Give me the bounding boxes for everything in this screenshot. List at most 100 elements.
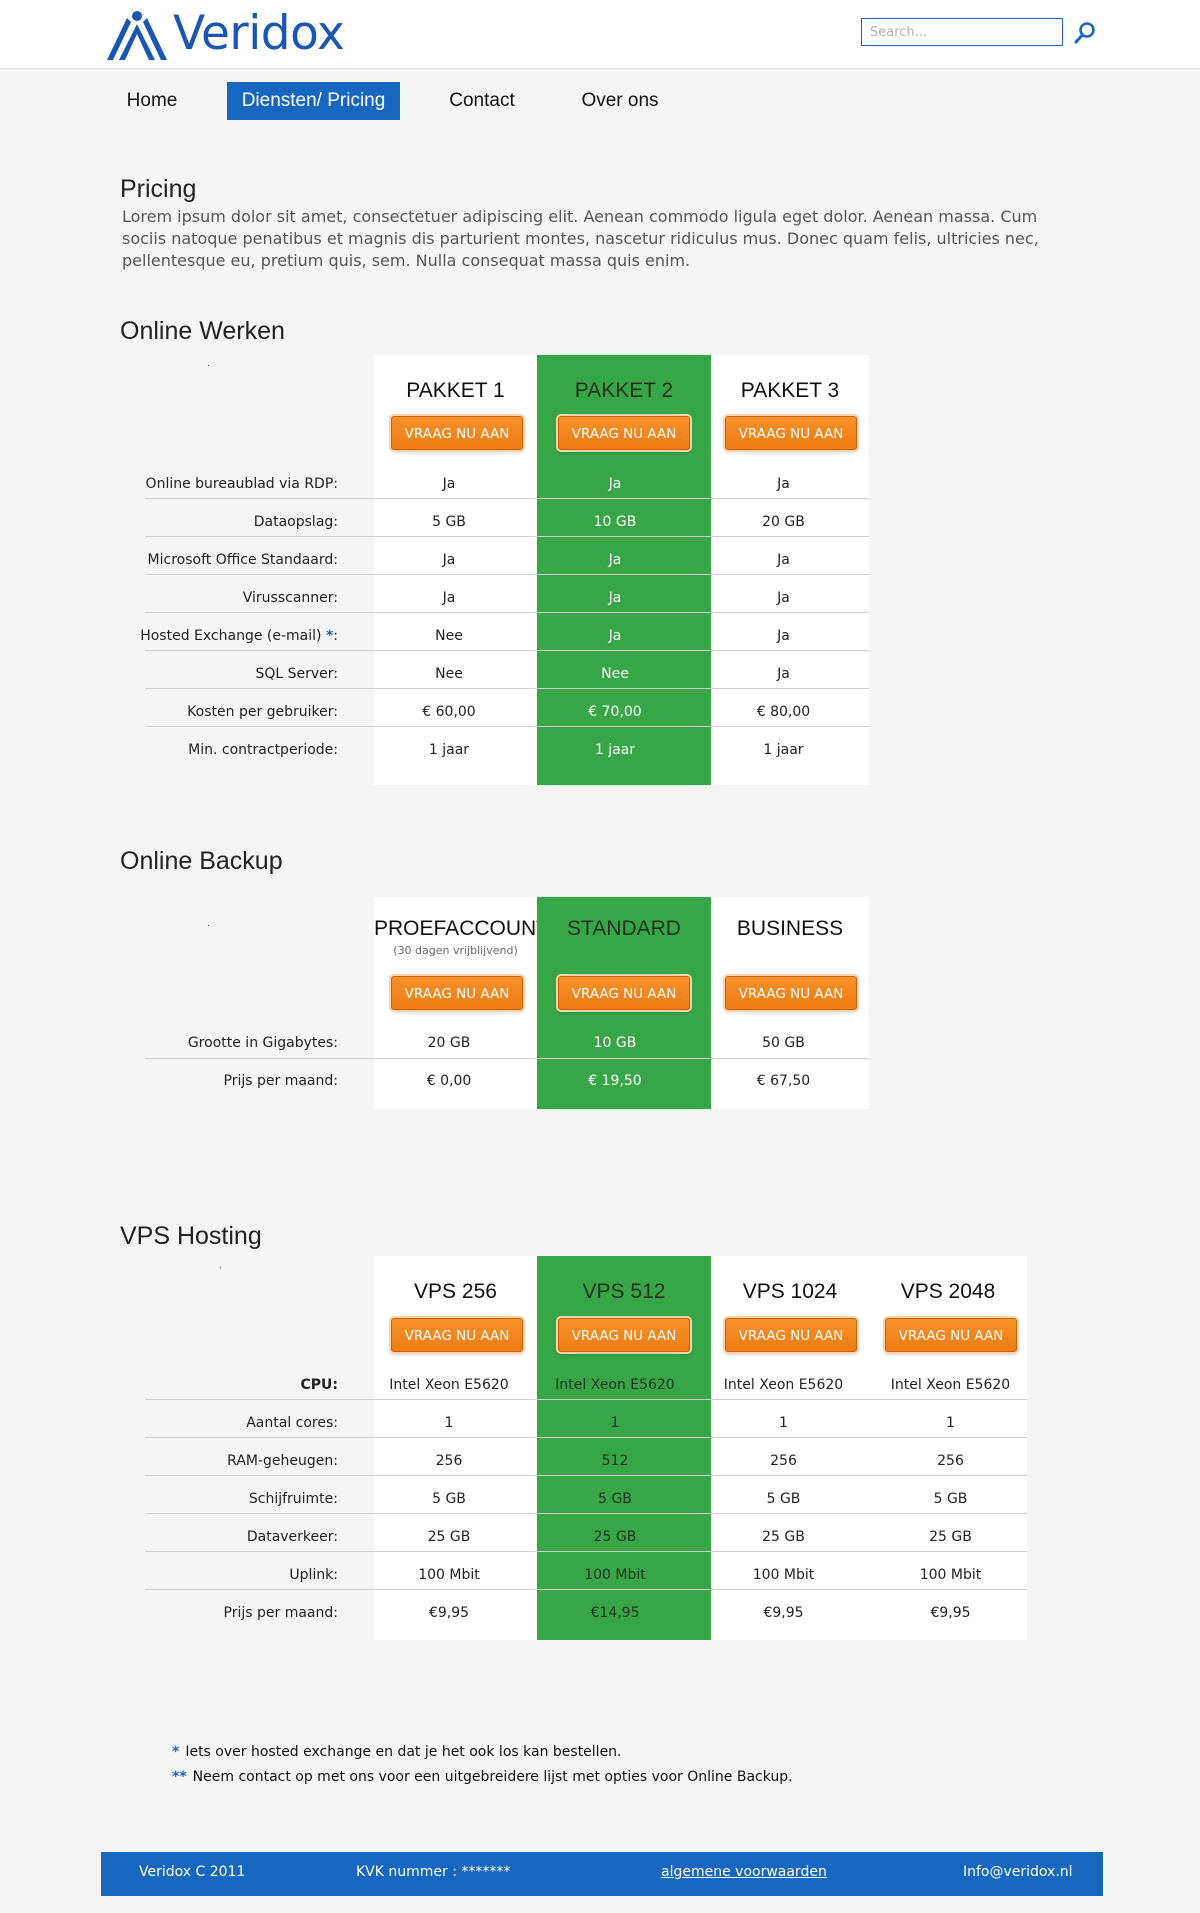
row-divider <box>145 498 869 499</box>
table-cell: 5 GB <box>432 1491 466 1507</box>
request-button[interactable]: VRAAG NU AAN <box>725 1318 857 1352</box>
row-divider <box>145 726 869 727</box>
request-button[interactable]: VRAAG NU AAN <box>391 416 523 450</box>
table-cell: 100 Mbit <box>418 1567 480 1583</box>
table-cell: Ja <box>608 590 622 606</box>
request-button[interactable]: VRAAG NU AAN <box>391 1318 523 1352</box>
table-cell: 5 GB <box>432 514 466 530</box>
table-cell: 1 jaar <box>594 742 636 758</box>
section-title-online-werken: Online Werken <box>120 317 285 345</box>
plan-column: VPS 2048 VRAAG NU AAN <box>869 1256 1027 1640</box>
row-label: Uplink: <box>289 1567 338 1583</box>
table-cell: Ja <box>777 628 790 644</box>
section-dot: . <box>207 918 211 929</box>
row-divider <box>145 1475 1027 1476</box>
nav-over-ons[interactable]: Over ons <box>581 90 659 111</box>
plan-column: VPS 256 VRAAG NU AAN <box>374 1256 537 1640</box>
row-label: Grootte in Gigabytes: <box>187 1035 338 1051</box>
nav-contact[interactable]: Contact <box>449 90 515 111</box>
plan-name: PAKKET 2 <box>574 379 674 402</box>
table-cell: Ja <box>608 628 622 644</box>
table-cell: 100 Mbit <box>919 1567 982 1583</box>
row-label: CPU: <box>300 1377 338 1393</box>
row-divider <box>145 536 869 537</box>
request-button[interactable]: VRAAG NU AAN <box>391 976 523 1010</box>
row-label: SQL Server: <box>255 666 338 682</box>
table-cell: 1 jaar <box>763 742 804 758</box>
page-title: Pricing <box>120 175 197 203</box>
plan-name: STANDARD <box>567 917 681 940</box>
table-cell: Ja <box>442 476 456 492</box>
header-bar: Veridox <box>0 0 1200 69</box>
row-label: Dataopslag: <box>253 514 338 530</box>
footnote-marker: * <box>325 628 334 644</box>
section-title-vps-hosting: VPS Hosting <box>120 1222 262 1250</box>
nav-home[interactable]: Home <box>126 90 178 111</box>
plan-name: BUSINESS <box>736 917 844 940</box>
table-cell: 20 GB <box>427 1035 471 1051</box>
section-title-online-backup: Online Backup <box>120 847 283 875</box>
plan-name: VPS 1024 <box>742 1280 838 1303</box>
table-cell: Intel Xeon E5620 <box>555 1377 675 1393</box>
table-cell: €9,95 <box>763 1605 804 1621</box>
plan-column: PAKKET 1 VRAAG NU AAN <box>374 355 537 785</box>
row-label: Microsoft Office Standaard: <box>147 552 338 568</box>
row-label: Dataverkeer: <box>246 1529 338 1545</box>
table-cell: 1 jaar <box>428 742 470 758</box>
plan-column-highlighted: STANDARD VRAAG NU AAN <box>537 897 711 1109</box>
request-button[interactable]: VRAAG NU AAN <box>558 416 690 450</box>
request-button[interactable]: VRAAG NU AAN <box>558 976 690 1010</box>
email-link[interactable]: Info@veridox.nl <box>963 1864 1073 1880</box>
search-icon[interactable] <box>1072 20 1098 46</box>
table-cell: Ja <box>777 590 790 606</box>
table-cell: 20 GB <box>762 514 805 530</box>
request-button[interactable]: VRAAG NU AAN <box>885 1318 1017 1352</box>
table-cell: 25 GB <box>929 1529 972 1545</box>
footer: Veridox C 2011 KVK nummer : ******* alge… <box>101 1852 1103 1896</box>
table-cell: 512 <box>601 1453 629 1469</box>
search-input[interactable] <box>861 18 1063 46</box>
table-cell: 256 <box>937 1453 964 1469</box>
nav-diensten-pricing[interactable]: Diensten/ Pricing <box>227 82 400 120</box>
table-cell: € 67,50 <box>756 1073 811 1089</box>
table-cell: 25 GB <box>427 1529 471 1545</box>
table-cell: Nee <box>435 666 463 682</box>
request-button[interactable]: VRAAG NU AAN <box>558 1318 690 1352</box>
table-cell: Nee <box>435 628 463 644</box>
plan-name: PROEFACCOUNT <box>374 917 550 940</box>
row-divider <box>145 1551 1027 1552</box>
table-cell: 10 GB <box>593 514 637 530</box>
row-label: Hosted Exchange (e-mail) *: <box>140 628 338 644</box>
table-cell: 100 Mbit <box>584 1567 646 1583</box>
row-divider <box>145 1589 1027 1590</box>
table-cell: €9,95 <box>930 1605 971 1621</box>
row-divider <box>145 1058 869 1059</box>
terms-link[interactable]: algemene voorwaarden <box>661 1864 827 1880</box>
logo-text: Veridox <box>173 6 345 61</box>
row-label: RAM-geheugen: <box>227 1453 338 1469</box>
table-cell: Ja <box>608 476 622 492</box>
row-divider <box>145 650 869 651</box>
table-cell: 10 GB <box>593 1035 637 1051</box>
row-label: Min. contractperiode: <box>188 742 338 758</box>
table-cell: €14,95 <box>590 1605 640 1621</box>
table-cell: 50 GB <box>762 1035 805 1051</box>
request-button[interactable]: VRAAG NU AAN <box>725 416 857 450</box>
table-cell: Ja <box>442 590 456 606</box>
table-cell: Intel Xeon E5620 <box>389 1377 509 1393</box>
table-cell: Nee <box>601 666 629 682</box>
table-cell: 1 <box>946 1415 955 1431</box>
row-divider <box>145 612 869 613</box>
table-cell: Intel Xeon E5620 <box>890 1377 1011 1393</box>
footer-copyright: Veridox C 2011 <box>139 1864 246 1880</box>
plan-name: VPS 256 <box>414 1280 497 1303</box>
request-button[interactable]: VRAAG NU AAN <box>725 976 857 1010</box>
table-cell: €9,95 <box>428 1605 470 1621</box>
table-cell: 1 <box>779 1415 788 1431</box>
table-cell: Ja <box>442 552 456 568</box>
main-nav: Home Diensten/ Pricing Contact Over ons <box>0 82 1200 120</box>
plan-name: PAKKET 1 <box>406 379 505 402</box>
row-label: Prijs per maand: <box>223 1073 338 1089</box>
table-cell: Ja <box>777 552 790 568</box>
section-dot: . <box>219 1260 223 1271</box>
